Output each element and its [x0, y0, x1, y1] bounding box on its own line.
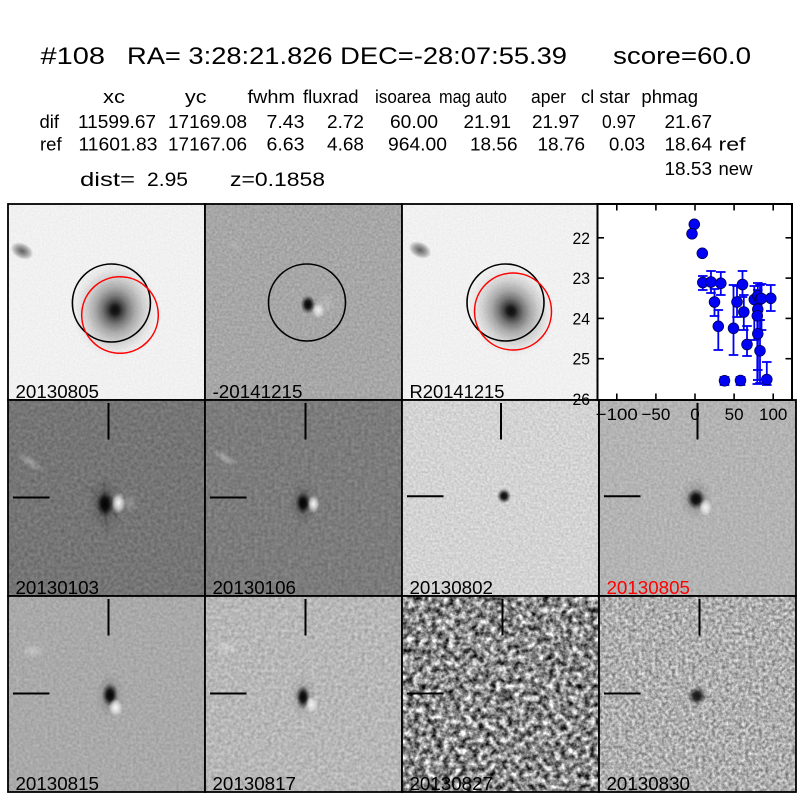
svg-text:20130815: 20130815 — [16, 774, 100, 794]
svg-text:2.72: 2.72 — [327, 111, 364, 132]
svg-text:20130802: 20130802 — [410, 578, 494, 598]
svg-text:aper: aper — [531, 86, 566, 107]
svg-text:21.97: 21.97 — [532, 111, 580, 132]
svg-text:22: 22 — [573, 229, 591, 248]
svg-text:18.76: 18.76 — [538, 134, 586, 155]
svg-text:23: 23 — [573, 269, 591, 288]
svg-text:11599.67: 11599.67 — [78, 111, 156, 132]
svg-text:phmag: phmag — [641, 86, 698, 107]
svg-text:7.43: 7.43 — [267, 111, 305, 132]
svg-text:17167.06: 17167.06 — [168, 134, 247, 155]
svg-text:−100: −100 — [596, 405, 638, 424]
svg-text:dif: dif — [40, 111, 60, 132]
svg-text:20130106: 20130106 — [213, 578, 297, 598]
svg-text:20130805: 20130805 — [607, 578, 691, 598]
svg-text:60.00: 60.00 — [390, 111, 438, 132]
svg-text:dist=: dist= — [80, 170, 135, 191]
svg-text:18.56: 18.56 — [470, 134, 518, 155]
svg-text:964.00: 964.00 — [388, 134, 447, 155]
svg-text:ref: ref — [719, 134, 747, 155]
svg-text:50: 50 — [725, 405, 744, 424]
svg-text:fwhm: fwhm — [248, 86, 296, 107]
svg-text:z=0.1858: z=0.1858 — [230, 170, 325, 191]
svg-text:0: 0 — [690, 405, 699, 424]
svg-text:yc: yc — [185, 86, 207, 107]
svg-text:R20141215: R20141215 — [410, 382, 505, 402]
svg-text:18.64: 18.64 — [665, 134, 713, 155]
svg-text:4.68: 4.68 — [327, 134, 364, 155]
svg-text:2.95: 2.95 — [147, 170, 188, 191]
svg-text:18.53: 18.53 — [665, 158, 713, 179]
svg-text:cl star: cl star — [581, 86, 630, 107]
svg-text:21.91: 21.91 — [464, 111, 512, 132]
svg-text:-20141215: -20141215 — [213, 382, 303, 402]
svg-text:20130817: 20130817 — [213, 774, 297, 794]
svg-text:xc: xc — [103, 86, 125, 107]
svg-text:mag auto: mag auto — [439, 86, 507, 107]
svg-text:24: 24 — [573, 309, 591, 328]
svg-text:new: new — [719, 158, 754, 179]
svg-text:0.03: 0.03 — [609, 134, 645, 155]
svg-text:20130805: 20130805 — [16, 382, 100, 402]
svg-text:25: 25 — [573, 350, 591, 369]
svg-text:11601.83: 11601.83 — [79, 134, 158, 155]
svg-text:100: 100 — [759, 405, 787, 424]
svg-text:21.67: 21.67 — [665, 111, 713, 132]
svg-text:score=60.0: score=60.0 — [613, 43, 751, 70]
svg-text:fluxrad: fluxrad — [303, 86, 359, 107]
svg-text:ref: ref — [40, 134, 62, 155]
svg-text:RA= 3:28:21.826 DEC=-28:07:55.: RA= 3:28:21.826 DEC=-28:07:55.39 — [127, 43, 567, 70]
svg-text:#108: #108 — [41, 43, 106, 70]
svg-text:17169.08: 17169.08 — [168, 111, 247, 132]
svg-text:20130103: 20130103 — [16, 578, 100, 598]
svg-text:26: 26 — [573, 390, 591, 409]
svg-text:0.97: 0.97 — [602, 111, 636, 132]
svg-text:20130827: 20130827 — [410, 774, 494, 794]
svg-text:isoarea: isoarea — [375, 86, 432, 107]
svg-text:−50: −50 — [641, 405, 670, 424]
svg-text:20130830: 20130830 — [607, 774, 691, 794]
svg-text:6.63: 6.63 — [267, 134, 305, 155]
